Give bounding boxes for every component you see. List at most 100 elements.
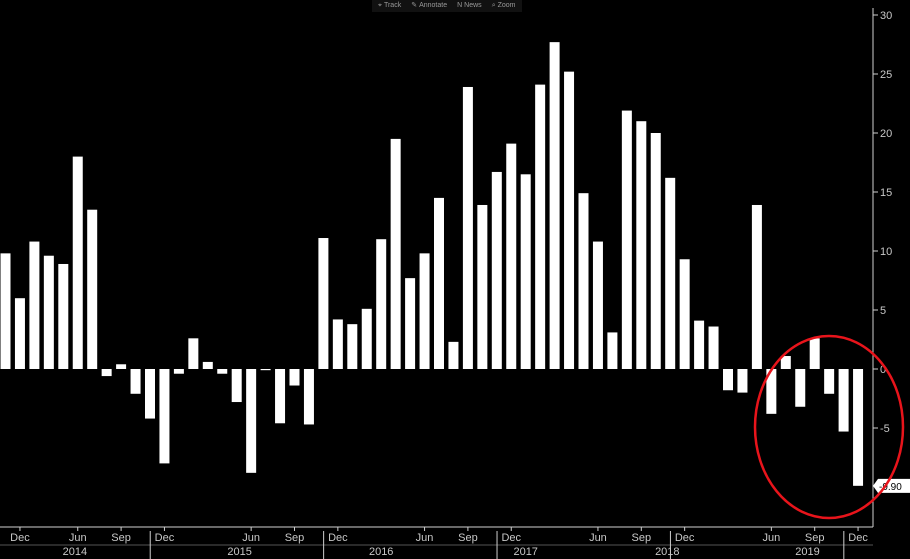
bar — [173, 369, 184, 374]
bar — [332, 319, 343, 369]
bar — [58, 263, 69, 369]
bar — [477, 204, 488, 369]
x-month-label: Sep — [805, 532, 825, 544]
bar — [390, 138, 401, 369]
x-year-label: 2015 — [227, 546, 251, 558]
last-value-label: -9.90 — [879, 482, 902, 493]
y-tick-label: 0 — [880, 364, 886, 376]
bar — [506, 143, 517, 369]
crosshair-icon: ⌖ — [378, 2, 382, 9]
bar — [737, 369, 748, 393]
bar — [491, 171, 502, 369]
bar — [824, 369, 835, 394]
x-year-label: 2018 — [655, 546, 679, 558]
bar — [231, 369, 242, 403]
x-year-label: 2017 — [513, 546, 537, 558]
bar — [665, 177, 676, 369]
bar — [838, 369, 849, 432]
y-tick-label: 30 — [880, 10, 892, 22]
bar — [405, 278, 416, 369]
x-month-label: Dec — [848, 532, 868, 544]
bar — [592, 241, 603, 369]
x-year-label: 2014 — [63, 546, 87, 558]
x-month-label: Jun — [416, 532, 434, 544]
bar — [751, 204, 762, 369]
x-month-label: Dec — [501, 532, 521, 544]
bar — [188, 338, 199, 369]
x-year-label: 2019 — [795, 546, 819, 558]
bar — [246, 369, 257, 473]
x-month-label: Sep — [111, 532, 131, 544]
x-month-label: Dec — [10, 532, 30, 544]
x-month-label: Jun — [69, 532, 87, 544]
bar — [43, 255, 54, 369]
bar — [679, 259, 690, 369]
track-button[interactable]: ⌖ Track — [378, 0, 401, 12]
news-button[interactable]: N News — [457, 0, 482, 12]
bar — [578, 193, 589, 369]
x-month-label: Jun — [242, 532, 260, 544]
y-tick-label: -5 — [880, 423, 890, 435]
y-tick-label: 25 — [880, 69, 892, 81]
x-month-label: Dec — [675, 532, 695, 544]
bar — [434, 197, 444, 369]
pencil-icon: ✎ — [411, 2, 418, 9]
bar — [116, 364, 127, 369]
bar — [520, 174, 531, 369]
bar — [795, 369, 806, 407]
bar — [766, 369, 777, 414]
bar — [217, 369, 228, 374]
bar — [621, 110, 632, 369]
bar — [853, 369, 864, 486]
bar — [708, 326, 719, 369]
bar — [14, 298, 25, 369]
y-tick-label: 20 — [880, 128, 892, 140]
bar — [202, 361, 213, 369]
annotate-button[interactable]: ✎ Annotate — [411, 0, 447, 12]
zoom-button[interactable]: ⌕ Zoom — [492, 0, 516, 12]
y-tick-label: 5 — [880, 305, 886, 317]
bar — [419, 253, 430, 369]
bar — [535, 84, 546, 370]
y-tick-label: 15 — [880, 187, 892, 199]
bar — [723, 369, 733, 391]
bar — [145, 369, 155, 419]
x-month-label: Sep — [458, 532, 478, 544]
bar — [636, 121, 647, 369]
bar — [303, 369, 314, 425]
bar — [72, 156, 83, 369]
bar — [462, 86, 473, 369]
bar — [694, 320, 705, 369]
news-icon: N — [457, 2, 463, 9]
bar — [564, 71, 575, 369]
bar — [260, 369, 271, 371]
bar — [0, 253, 11, 369]
highlight-ellipse — [753, 334, 905, 520]
bar — [347, 324, 358, 369]
x-month-label: Sep — [285, 532, 305, 544]
bar — [809, 338, 820, 369]
x-month-label: Jun — [589, 532, 607, 544]
x-month-label: Jun — [762, 532, 780, 544]
bar — [650, 133, 661, 369]
bar — [361, 308, 372, 369]
bar — [101, 369, 112, 377]
bar — [87, 209, 98, 369]
bar — [29, 241, 40, 369]
bar — [318, 238, 329, 369]
bar — [376, 239, 387, 369]
bar — [130, 369, 141, 394]
bar — [448, 341, 459, 369]
chart-toolbar: ⌖ Track ✎ Annotate N News ⌕ Zoom — [372, 0, 522, 12]
magnifier-icon: ⌕ — [491, 2, 496, 9]
bar — [275, 369, 286, 424]
x-month-label: Dec — [328, 532, 348, 544]
y-tick-label: 10 — [880, 246, 892, 258]
bar — [159, 369, 170, 464]
x-month-label: Sep — [632, 532, 652, 544]
x-year-label: 2016 — [369, 546, 393, 558]
bar — [780, 356, 791, 369]
x-month-label: Dec — [155, 532, 175, 544]
bar — [549, 42, 560, 369]
